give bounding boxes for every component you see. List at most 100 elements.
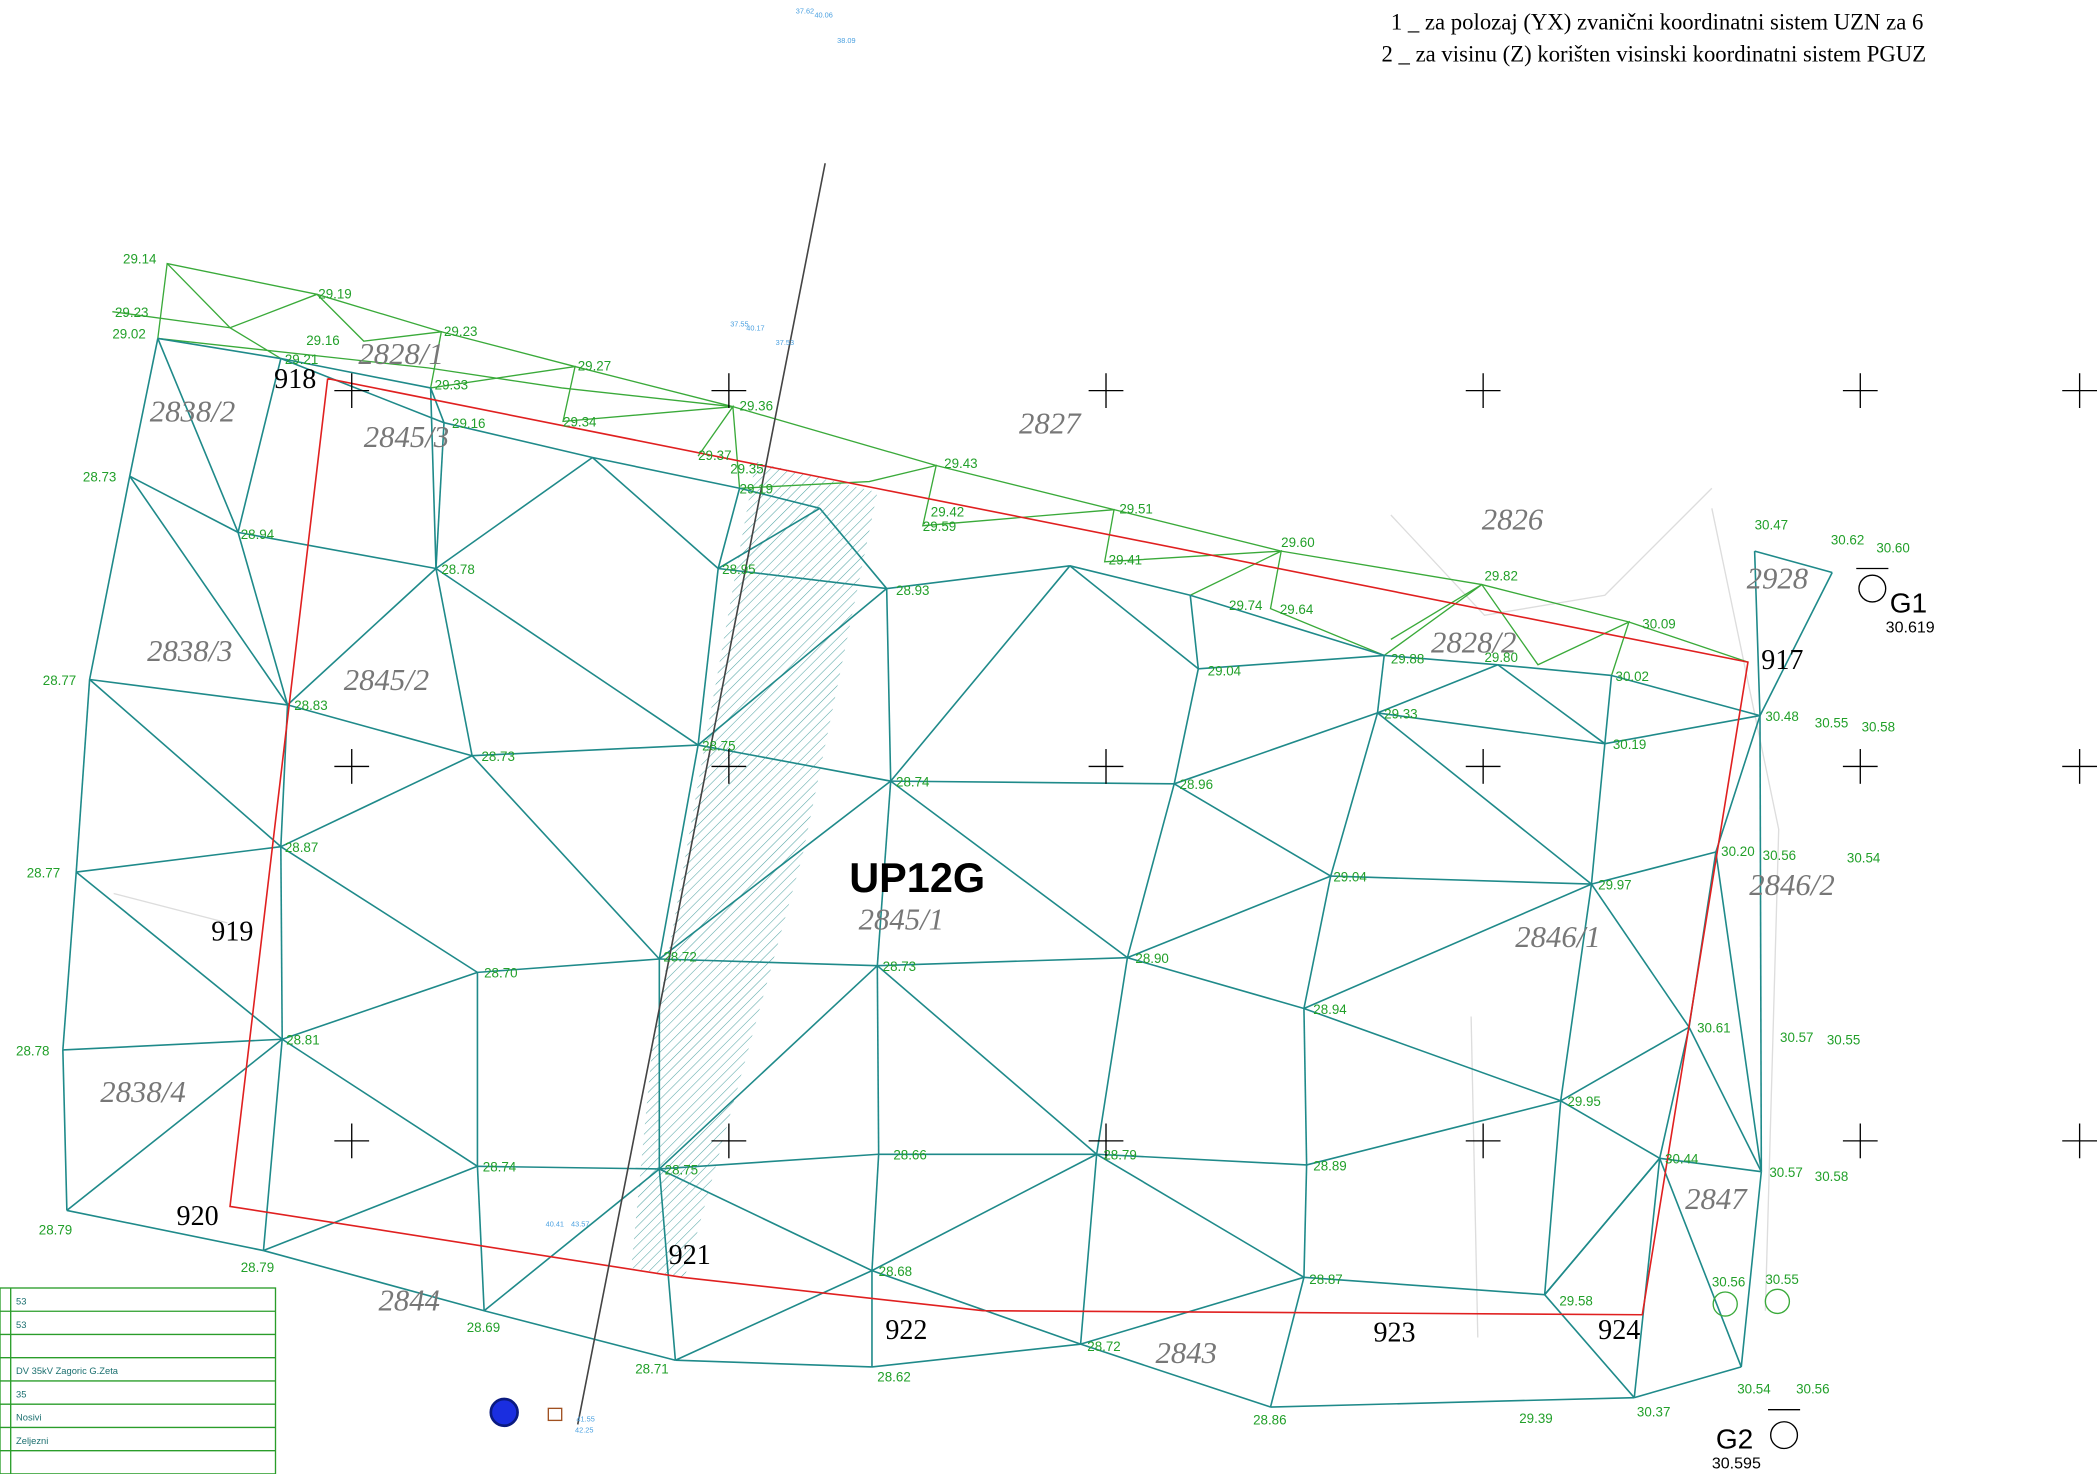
elevation-label: 30.58	[1815, 1169, 1848, 1184]
elevation-label: 29.60	[1281, 535, 1314, 550]
mesh-edge	[282, 972, 477, 1039]
mesh-edge	[90, 679, 281, 846]
mesh-edge	[1716, 716, 1760, 852]
mesh-edge	[1174, 784, 1330, 876]
parcel-label: 2845/1	[859, 903, 944, 937]
elevation-label: 28.75	[702, 738, 735, 753]
parcel-label: 2845/2	[344, 663, 429, 697]
background-lines	[114, 488, 1779, 1337]
mesh-edge	[1331, 713, 1378, 876]
mesh-edge	[281, 756, 472, 847]
elevation-label: 29.19	[318, 286, 351, 301]
mesh-edge	[1097, 958, 1128, 1155]
benchmark-height: 30.595	[1712, 1455, 1761, 1473]
elevation-label: 30.47	[1755, 518, 1788, 533]
table-cell: 53	[16, 1320, 26, 1330]
elevation-label: 28.79	[1103, 1148, 1136, 1163]
elevation-label: 29.27	[578, 359, 611, 374]
elevation-label: 29.36	[740, 399, 773, 414]
mesh-edge	[1174, 713, 1377, 784]
elevation-label: 28.96	[1180, 777, 1213, 792]
mesh-edge	[63, 1050, 67, 1210]
parcel-label: 2928	[1747, 562, 1809, 596]
mesh-edge	[67, 1039, 282, 1210]
parcel-label: 2843	[1155, 1336, 1217, 1370]
elevation-label: 29.19	[740, 482, 773, 497]
mesh-edge	[63, 872, 76, 1050]
elevation-label: 29.04	[1208, 663, 1242, 678]
small-label: 40.17	[746, 323, 764, 332]
mesh-edge	[1660, 1027, 1689, 1158]
mesh-edge	[431, 388, 436, 569]
point-number: 917	[1761, 645, 1803, 676]
elevation-label: 30.09	[1642, 617, 1675, 632]
elevation-label: 30.54	[1737, 1382, 1771, 1397]
elevation-label: 29.59	[923, 519, 956, 534]
attribute-table: 5353DV 35kV Zagoric G.Zeta35NosiviZeljez…	[0, 1288, 275, 1474]
mesh-edge	[1304, 1008, 1307, 1164]
small-label: 38.09	[837, 36, 855, 45]
elevation-label: 30.57	[1769, 1165, 1802, 1180]
elevation-label: 29.16	[306, 333, 339, 348]
mesh-edge	[1304, 876, 1331, 1008]
parcel-label: 2826	[1482, 503, 1544, 537]
note: 2 _ za visinu (Z) korišten visinski koor…	[1382, 42, 1927, 67]
mesh-edge	[1760, 716, 1761, 1172]
mesh-edge	[263, 1166, 477, 1250]
benchmark-name: G2	[1716, 1423, 1753, 1454]
elevation-label: 28.75	[665, 1162, 698, 1177]
small-label: 42.25	[575, 1425, 593, 1434]
elevation-label: 29.35	[730, 462, 763, 477]
mesh-edge	[1097, 1154, 1304, 1277]
mesh-edge	[1190, 595, 1198, 669]
mesh-edge	[887, 589, 891, 782]
mesh-edge	[67, 1210, 264, 1250]
g1-symbol	[1859, 575, 1886, 602]
benchmark-name: G1	[1890, 588, 1927, 619]
elevation-label: 28.78	[441, 562, 474, 577]
mesh-edge	[90, 476, 130, 679]
elevation-label: 28.79	[241, 1260, 274, 1275]
elevation-label: 28.69	[467, 1320, 500, 1335]
mesh-edge	[877, 966, 1096, 1155]
pole-symbol	[1765, 1289, 1789, 1313]
elevation-label: 29.34	[563, 415, 597, 430]
point-number: 919	[211, 916, 253, 947]
elevation-label: 28.62	[877, 1370, 910, 1385]
table-cell: Nosivi	[16, 1413, 41, 1423]
elevation-label: 30.37	[1637, 1404, 1670, 1419]
mesh-edge	[477, 1166, 484, 1310]
elevation-label: 28.71	[635, 1362, 668, 1377]
mesh-edge	[436, 568, 472, 755]
mesh-edge	[263, 1039, 282, 1250]
small-label: 43.57	[571, 1219, 589, 1228]
elevation-label: 28.70	[484, 966, 517, 981]
mesh-edge	[1377, 713, 1591, 884]
note: 1 _ za polozaj (YX) zvanični koordinatni…	[1391, 10, 1923, 35]
hatched-strip	[631, 462, 877, 1278]
parcel-label: 2838/3	[147, 634, 232, 668]
mesh-edge	[1304, 1008, 1561, 1100]
pole-box	[548, 1408, 561, 1420]
mesh-edge	[1174, 669, 1198, 784]
elevation-label: 29.02	[112, 326, 145, 341]
elevation-label: 29.51	[1119, 502, 1152, 517]
point-number: 924	[1598, 1315, 1640, 1346]
elevation-label: 28.72	[1087, 1339, 1120, 1354]
mesh-edge	[484, 1311, 675, 1360]
small-label: 37.53	[776, 338, 794, 347]
point-number: 920	[177, 1201, 219, 1232]
table-cell: Zeljezni	[16, 1436, 48, 1446]
elevation-label: 30.62	[1831, 532, 1864, 547]
elevation-label: 28.66	[893, 1148, 926, 1163]
mesh-edge	[1634, 1367, 1741, 1398]
elevation-label: 29.41	[1109, 552, 1142, 567]
mesh-edge	[1591, 744, 1604, 884]
parcel-label: 2838/4	[100, 1075, 185, 1109]
mesh-edge	[1545, 1295, 1635, 1398]
elevation-label: 30.19	[1613, 737, 1646, 752]
mesh-edge	[281, 847, 478, 973]
parcel-label: 2827	[1019, 406, 1082, 440]
parcel-label: 2846/1	[1515, 920, 1600, 954]
mesh-edge	[472, 756, 659, 959]
